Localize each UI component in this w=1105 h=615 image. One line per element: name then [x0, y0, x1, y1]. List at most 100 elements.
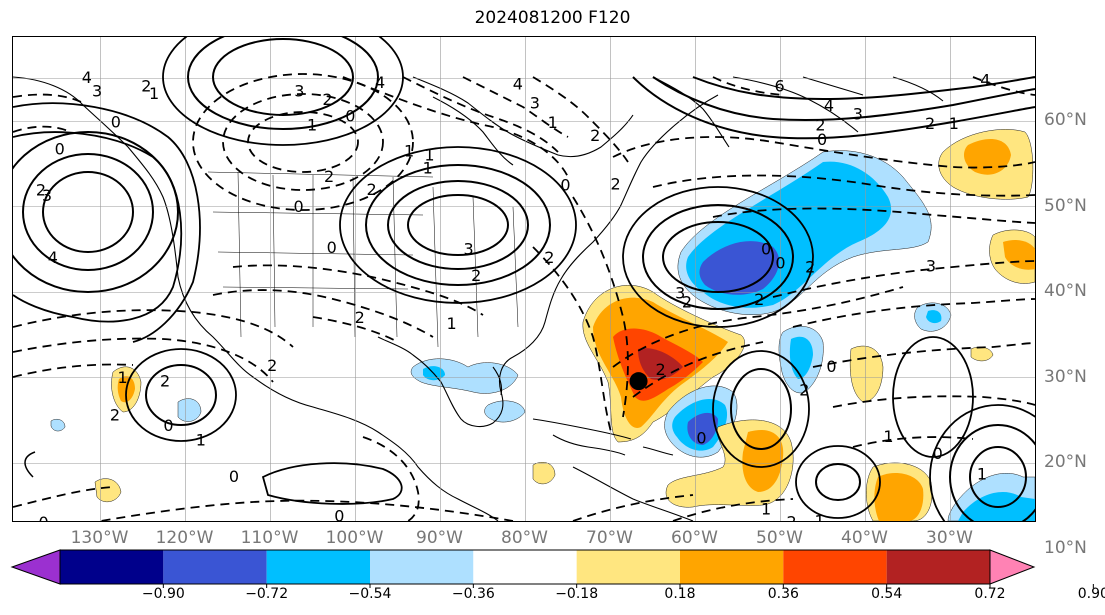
colorbar-tick-label: 0.72: [974, 586, 1006, 602]
longitude-label: 30°W: [926, 528, 973, 548]
colorbar-tick-label: 0.90: [1077, 586, 1105, 602]
longitude-label: 100°W: [325, 528, 384, 548]
contour-label: 0: [327, 238, 337, 257]
contour-label: 1: [196, 430, 206, 449]
contour-label: 0: [55, 140, 65, 159]
longitude-label: 130°W: [70, 528, 129, 548]
contour-label: 3: [853, 105, 863, 124]
contour-label: 2: [799, 381, 809, 400]
contour-label: 3: [42, 186, 52, 205]
colorbar-swatch: [266, 550, 370, 584]
contour-label: 0: [293, 197, 303, 216]
contour-label: 1: [446, 314, 456, 333]
positive-anomaly-pacific-south: [94, 478, 122, 503]
contour-label: 2: [656, 360, 666, 379]
colorbar-tick-label: −0.90: [141, 586, 185, 602]
contour-labels: 4321003423240111220103221222120100001432…: [36, 68, 991, 521]
state-borders: [207, 171, 519, 348]
contour-label: 0: [696, 429, 706, 448]
colorbar-tick-label: −0.54: [348, 586, 392, 602]
colorbar-swatch: [60, 550, 164, 584]
map-panel: 4321003423240111220103221222120100001432…: [12, 36, 1036, 522]
contour-label: 4: [980, 70, 990, 89]
contour-label: 3: [675, 283, 685, 302]
longitude-label: 120°W: [155, 528, 214, 548]
contour-label: 1: [548, 113, 558, 132]
negative-anomaly-mid-east-core: [926, 310, 942, 324]
contour-label: 3: [926, 257, 936, 276]
contour-label: 1: [149, 84, 159, 103]
contour-label: 1: [307, 116, 317, 135]
contour-label: 2: [815, 116, 825, 135]
coastlines: [13, 76, 944, 521]
contour-label: 2: [925, 114, 935, 133]
contour-label: 0: [111, 112, 121, 131]
contour-label: 2: [367, 180, 377, 199]
contour-label: 2: [949, 519, 959, 521]
longitude-label: 70°W: [586, 528, 633, 548]
colorbar-swatch: [680, 550, 784, 584]
colorbar-tick-label: −0.18: [555, 586, 599, 602]
negative-anomaly-small-strong: [687, 412, 718, 445]
contour-label: 4: [375, 73, 385, 92]
longitude-label: 60°W: [671, 528, 718, 548]
contour-label: 3: [530, 93, 540, 112]
colorbar-extend-high: [989, 549, 1036, 585]
contour-label: 1: [977, 465, 987, 484]
colorbar: [10, 549, 1094, 588]
contour-label: 0: [229, 467, 239, 486]
contour-label: 3: [294, 81, 304, 100]
colorbar-swatch: [783, 550, 887, 584]
contour-label: 3: [463, 240, 473, 259]
map-title: 2024081200 F120: [474, 8, 631, 28]
contour-label: 6: [775, 76, 785, 95]
longitude-label: 50°W: [756, 528, 803, 548]
positive-anomaly-central-america: [532, 462, 556, 485]
contour-label: 2: [611, 175, 621, 194]
contour-label: 1: [883, 427, 893, 446]
contour-label: 2: [471, 266, 481, 285]
latitude-label: 30°N: [1044, 366, 1087, 387]
contour-label: 0: [817, 130, 827, 149]
contour-label: 0: [345, 106, 355, 125]
contour-label: 0: [933, 444, 943, 463]
latitude-label: 60°N: [1044, 110, 1087, 131]
contour-label: 0: [560, 176, 570, 195]
contour-label: 0: [775, 253, 785, 272]
negative-anomaly-pacific: [177, 398, 202, 422]
colorbar-swatch: [886, 550, 990, 584]
latitude-label: 20°N: [1044, 452, 1087, 473]
colorbar-swatch: [576, 550, 680, 584]
storm-center-marker: [629, 372, 648, 391]
latitude-label: 10°N: [1044, 537, 1087, 558]
contour-label: 1: [761, 500, 771, 519]
contour-label: 2: [682, 293, 692, 312]
longitude-label: 90°W: [416, 528, 463, 548]
shaded-fields: [50, 129, 1035, 521]
contour-label: 1: [815, 512, 825, 521]
colorbar-tick-label: −0.72: [245, 586, 289, 602]
colorbar-tick-label: 0.54: [871, 586, 903, 602]
contour-label: 0: [826, 357, 836, 376]
colorbar-tick-label: −0.36: [451, 586, 495, 602]
negative-anomaly-far-west: [50, 419, 66, 432]
contour-label: 3: [92, 81, 102, 100]
contour-label: 1: [423, 158, 433, 177]
map-canvas: 4321003423240111220103221222120100001432…: [13, 37, 1035, 521]
colorbar-extend-low: [10, 549, 61, 585]
contour-label: 2: [322, 90, 332, 109]
colorbar-swatch: [473, 550, 577, 584]
contour-label: 0: [761, 240, 771, 259]
contour-label: 2: [544, 248, 554, 267]
contour-label: 1: [424, 146, 434, 165]
contour-label: 2: [141, 76, 151, 95]
colorbar-swatch: [370, 550, 474, 584]
contour-label: 4: [48, 248, 58, 267]
longitude-label: 40°W: [841, 528, 888, 548]
longitude-label: 80°W: [501, 528, 548, 548]
positive-anomaly-northeast-mid: [963, 139, 1011, 175]
contour-label: 2: [590, 126, 600, 145]
colorbar-tick-label: 0.36: [767, 586, 799, 602]
negative-anomaly-caribbean: [484, 400, 526, 423]
contour-label: 4: [82, 68, 92, 87]
